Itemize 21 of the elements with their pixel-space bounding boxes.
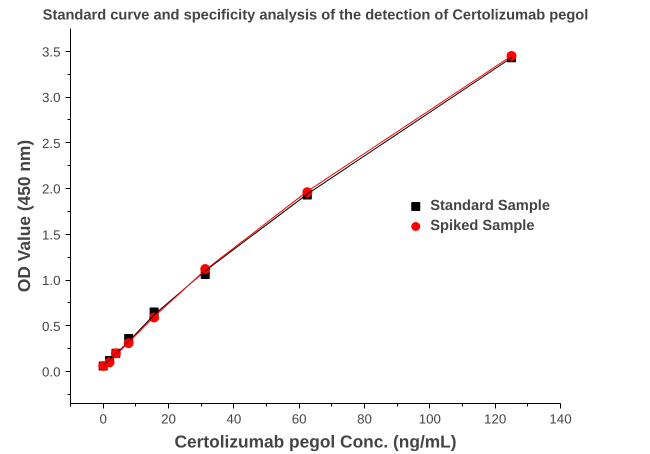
y-tick-label: 2.5 — [42, 136, 61, 151]
x-tick-label: 60 — [292, 412, 307, 426]
y-tick-label: 3.5 — [42, 44, 61, 60]
y-tick-label: 3.0 — [42, 90, 61, 106]
y-tick-label: 0.0 — [42, 364, 61, 380]
y-axis-title: OD Value (450 nm) — [14, 140, 34, 292]
x-axis-title: Certolizumab pegol Conc. (ng/mL) — [174, 432, 457, 452]
y-tick-label: 1.5 — [42, 227, 61, 242]
x-tick-label: 120 — [484, 412, 506, 426]
chart-title: Standard curve and specificity analysis of the detection of Certolizumab pegol — [42, 8, 588, 24]
x-tick-label: 0 — [99, 412, 107, 426]
x-tick-label: 100 — [418, 412, 441, 426]
legend-label: Standard Sample — [430, 198, 550, 214]
x-tick-label: 20 — [161, 412, 176, 426]
legend-label: Spiked Sample — [430, 218, 535, 234]
y-tick-label: 2.0 — [42, 182, 61, 197]
x-tick-label: 140 — [549, 412, 572, 426]
y-tick-label: 1.0 — [42, 273, 61, 288]
x-tick-label: 40 — [226, 412, 242, 426]
x-tick-label: 80 — [357, 412, 372, 426]
y-tick-label: 0.5 — [42, 318, 61, 334]
